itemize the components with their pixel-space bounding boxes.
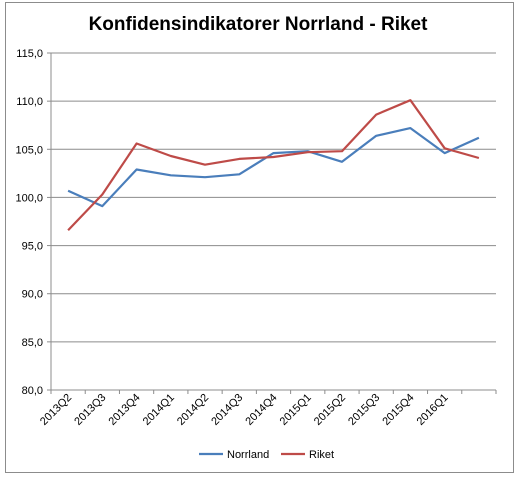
legend-label: Riket — [309, 449, 334, 461]
series-line-riket — [67, 99, 480, 231]
y-tick-label: 90,0 — [22, 289, 43, 301]
x-tick-label: 2014Q1 — [141, 392, 177, 428]
legend-label: Norrland — [227, 449, 269, 461]
y-tick-label: 80,0 — [22, 385, 43, 397]
x-tick-label: 2014Q4 — [243, 392, 279, 428]
series-lines — [67, 99, 480, 231]
y-tick-label: 85,0 — [22, 337, 43, 349]
gridlines — [51, 52, 496, 391]
x-tick-label: 2014Q2 — [175, 392, 211, 428]
x-tick-label: 2016Q1 — [415, 392, 451, 428]
chart-frame — [5, 2, 514, 473]
series-line-norrland — [67, 127, 480, 208]
y-axis: 80,0 85,0 90,0 95,0 100,0 105,0 110,0 115,0 — [15, 48, 52, 397]
x-tick-label: 2015Q3 — [346, 392, 382, 428]
x-tick-label: 2015Q1 — [278, 392, 314, 428]
y-tick-label: 100,0 — [15, 192, 43, 204]
legend: Norrland Riket — [199, 449, 334, 461]
y-tick-label: 95,0 — [22, 241, 43, 253]
x-tick-label: 2015Q2 — [312, 392, 348, 428]
x-tick-label: 2014Q3 — [209, 392, 245, 428]
x-axis: 2013Q22013Q32013Q42014Q12014Q22014Q32014… — [38, 390, 497, 428]
x-tick-label: 2015Q4 — [380, 392, 416, 428]
x-tick-label: 2013Q3 — [72, 392, 108, 428]
y-tick-label: 110,0 — [16, 96, 43, 108]
x-tick-label: 2013Q2 — [38, 392, 74, 428]
x-tick-label: 2013Q4 — [107, 392, 143, 428]
y-tick-label: 115,0 — [16, 48, 43, 60]
chart-title: Konfidensindikatorer Norrland - Riket — [89, 14, 429, 35]
y-tick-label: 105,0 — [15, 144, 43, 156]
